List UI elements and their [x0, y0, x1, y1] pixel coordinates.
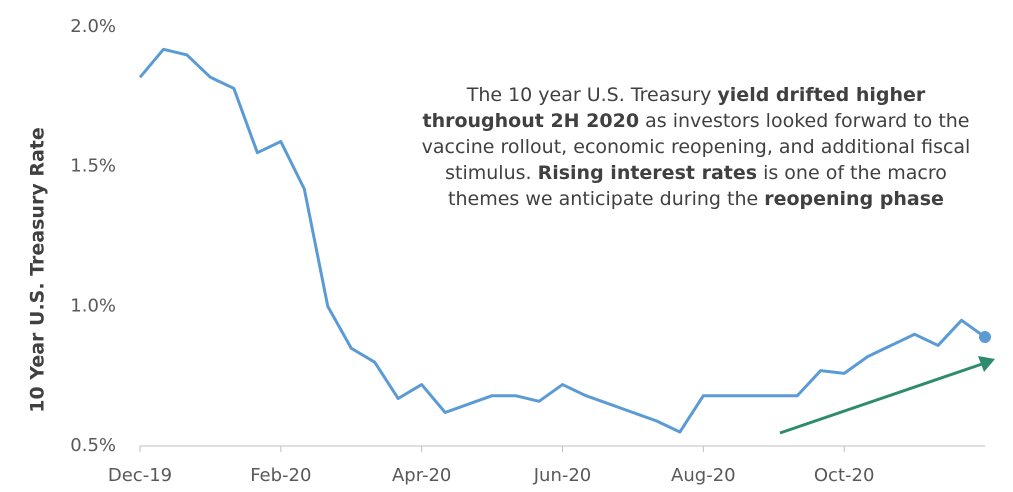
y-tick-label: 1.5% [70, 156, 116, 177]
annotation-text: reopening phase [764, 188, 944, 210]
line-series [138, 47, 986, 434]
trend-arrow [779, 361, 986, 435]
trend-arrow-head [978, 356, 995, 372]
annotation-text: The 10 year U.S. Treasury [466, 84, 718, 106]
y-axis-title: 10 Year U.S. Treasury Rate [27, 127, 49, 413]
annotation-text: yield drifted higher throughout 2H 2020 [422, 84, 926, 132]
x-tick-label: Jun-20 [533, 465, 592, 486]
annotation: The 10 year U.S. Treasury yield drifted … [410, 82, 982, 212]
y-tick-label: 1.0% [70, 295, 116, 316]
y-tick-label: 0.5% [70, 435, 116, 456]
annotation-text: Rising interest rates [537, 162, 758, 184]
y-tick-label: 2.0% [70, 16, 116, 37]
x-tick-label: Apr-20 [392, 465, 451, 486]
end-point [979, 331, 991, 344]
x-tick-label: Dec-19 [108, 465, 172, 486]
x-tick-label: Oct-20 [814, 465, 875, 486]
x-tick-label: Aug-20 [671, 465, 736, 486]
annotation-text: as investors looked forward to the vacci… [421, 110, 971, 184]
annotation-text: is one of the macro themes we anticipate… [448, 162, 947, 210]
x-tick-label: Feb-20 [250, 465, 311, 486]
